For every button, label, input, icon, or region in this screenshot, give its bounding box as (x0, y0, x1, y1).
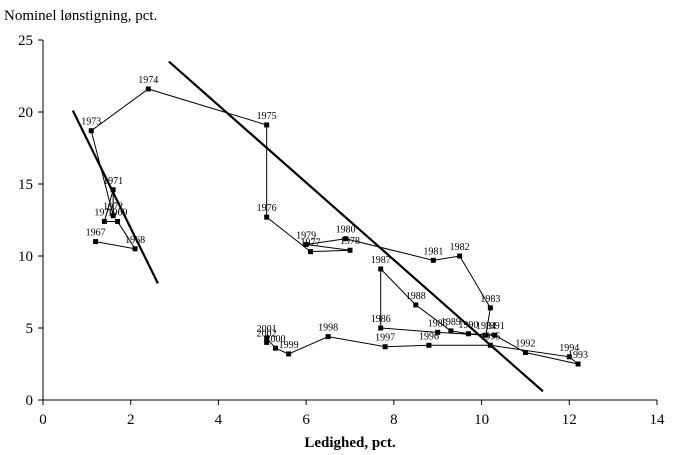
point (448, 328, 454, 334)
point-label: 1975 (257, 111, 277, 122)
point (264, 122, 270, 128)
x-tick-label: 8 (390, 412, 398, 428)
x-tick-label: 12 (562, 412, 577, 428)
point (308, 249, 314, 255)
point-label: 1990 (458, 320, 478, 331)
point (115, 218, 121, 224)
point-label: 1984 (476, 321, 496, 332)
point-label: 1996 (419, 331, 439, 342)
point (378, 266, 384, 272)
point-label: 2002 (257, 328, 277, 339)
point-label: 1983 (480, 294, 500, 305)
point (430, 257, 436, 263)
point (101, 218, 107, 224)
point (492, 332, 498, 338)
point-label: 1992 (515, 338, 535, 349)
point (522, 349, 528, 355)
point-label: 1977 (301, 238, 321, 249)
point-label: 1994 (559, 343, 579, 354)
point-label: 1974 (138, 75, 158, 86)
y-tick-label: 15 (18, 177, 33, 193)
point-label: 1969 (108, 207, 128, 218)
point (575, 361, 581, 367)
point (426, 342, 432, 348)
point-label: 1985 (428, 318, 448, 329)
point-label: 1979 (296, 230, 316, 241)
point (286, 351, 292, 357)
point (303, 241, 309, 247)
point-label: 2000 (265, 334, 285, 345)
point (487, 305, 493, 311)
point (413, 302, 419, 308)
y-tick-label: 20 (18, 105, 33, 121)
point (132, 246, 138, 252)
point (325, 334, 331, 340)
point-label: 1971 (103, 176, 123, 187)
y-tick-label: 5 (26, 321, 34, 337)
y-tick-label: 25 (18, 33, 33, 49)
point-label: 1995 (480, 331, 500, 342)
x-tick-label: 14 (650, 412, 666, 428)
point (382, 344, 388, 350)
point-label: 1968 (125, 235, 145, 246)
point (110, 213, 116, 219)
point-label: 1998 (318, 323, 338, 334)
point (566, 354, 572, 360)
y-tick-label: 0 (26, 393, 34, 409)
x-tick-label: 4 (215, 412, 223, 428)
point (145, 86, 151, 92)
point (264, 214, 270, 220)
point-label: 1988 (406, 291, 426, 302)
point (272, 345, 278, 351)
x-tick-label: 2 (127, 412, 135, 428)
x-axis-label: Ledighed, pct. (304, 435, 396, 451)
point-label: 1970 (94, 207, 114, 218)
point (93, 239, 99, 245)
point (110, 187, 116, 193)
point-label: 1991 (485, 321, 505, 332)
point (457, 253, 463, 259)
point-label: 1972 (103, 202, 123, 213)
point (88, 128, 94, 134)
point-label: 1999 (279, 340, 299, 351)
point-label: 1973 (81, 117, 101, 128)
point-label: 1978 (340, 236, 360, 247)
x-tick-label: 10 (474, 412, 489, 428)
point (487, 342, 493, 348)
point-label: 1997 (375, 333, 395, 344)
point (435, 329, 441, 335)
point (378, 325, 384, 331)
point (343, 236, 349, 242)
point-label: 1987 (371, 255, 391, 266)
x-tick-label: 6 (302, 412, 310, 428)
point-label: 1993 (568, 350, 588, 361)
point-label: 1986 (371, 314, 391, 325)
point (347, 247, 353, 253)
x-tick-label: 0 (39, 412, 47, 428)
series-line (90, 88, 579, 365)
point (465, 331, 471, 337)
point-label: 1981 (423, 246, 443, 257)
point (264, 339, 270, 345)
y-axis-label: Nominel lønstigning, pct. (4, 8, 157, 24)
point-label: 2001 (257, 324, 277, 335)
point-label: 1967 (86, 228, 106, 239)
point-label: 1982 (450, 242, 470, 253)
point-label: 1976 (257, 203, 277, 214)
y-tick-label: 10 (18, 249, 33, 265)
point (264, 335, 270, 341)
point-label: 1980 (336, 225, 356, 236)
trend-line (168, 60, 544, 393)
point (483, 332, 489, 338)
point-label: 1989 (441, 317, 461, 328)
trend-line (71, 110, 159, 284)
